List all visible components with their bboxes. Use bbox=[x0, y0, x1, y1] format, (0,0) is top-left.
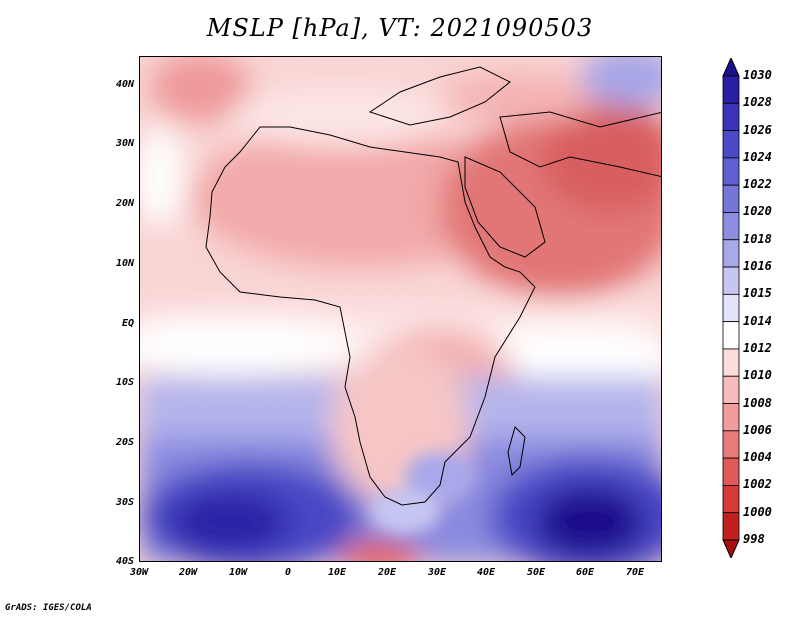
colorbar-tick-label: 998 bbox=[743, 532, 765, 546]
lon-label: 60E bbox=[575, 567, 595, 578]
colorbar-tick-label: 1015 bbox=[743, 286, 772, 301]
colorbar-tick-label: 1030 bbox=[743, 68, 772, 82]
lon-label: 20E bbox=[377, 567, 397, 578]
colorbar-tick-label: 1000 bbox=[743, 504, 772, 519]
lon-label: 50E bbox=[526, 567, 546, 578]
lat-label: 20N bbox=[115, 198, 134, 209]
colorbar-bin bbox=[722, 348, 740, 377]
colorbar-tick-label: 1016 bbox=[743, 259, 772, 274]
colorbar-bin bbox=[722, 75, 740, 104]
colorbar-bin bbox=[722, 375, 740, 404]
lat-label: 30S bbox=[115, 497, 134, 508]
lon-label: 70E bbox=[625, 567, 645, 578]
lat-label: 20S bbox=[115, 437, 134, 448]
colorbar-bin bbox=[722, 212, 740, 241]
colorbar-tick-label: 1002 bbox=[743, 477, 772, 492]
lat-label: 40S bbox=[115, 556, 134, 567]
lat-label: 30N bbox=[115, 138, 134, 149]
colorbar-tick-label: 1004 bbox=[743, 450, 772, 465]
colorbar-arrow-bottom bbox=[722, 539, 740, 558]
coastlines bbox=[205, 66, 661, 506]
colorbar-tick-label: 1026 bbox=[743, 122, 772, 137]
lon-label: 30E bbox=[427, 567, 447, 578]
lat-label: 40N bbox=[115, 79, 134, 90]
lon-label: 40E bbox=[476, 567, 496, 578]
lat-label: 10S bbox=[115, 377, 134, 388]
colorbar-bin bbox=[722, 130, 740, 159]
colorbar-tick-label: 1012 bbox=[743, 340, 772, 355]
colorbar-tick-label: 1020 bbox=[743, 204, 772, 219]
lon-label: 30W bbox=[129, 567, 149, 578]
lon-label: 10E bbox=[327, 567, 347, 578]
colorbar-tick-label: 1010 bbox=[743, 368, 772, 383]
colorbar-tick-label: 1008 bbox=[743, 395, 772, 410]
colorbar-tick-label: 1006 bbox=[743, 422, 772, 437]
colorbar-bin bbox=[722, 430, 740, 459]
colorbar-bin bbox=[722, 102, 740, 131]
colorbar-bin bbox=[722, 457, 740, 486]
colorbar-bin bbox=[722, 157, 740, 186]
colorbar-bin bbox=[722, 293, 740, 323]
colorbar-tick-label: 1028 bbox=[743, 95, 772, 110]
mslp-field bbox=[140, 57, 661, 561]
colorbar-tick-label: 1018 bbox=[743, 231, 772, 246]
lon-label: 10W bbox=[228, 567, 248, 578]
lat-label: EQ bbox=[121, 318, 134, 329]
colorbar-bin bbox=[722, 403, 740, 432]
colorbar-bin bbox=[722, 266, 740, 295]
colorbar bbox=[722, 58, 740, 558]
lat-label: 10N bbox=[115, 258, 134, 269]
map-panel bbox=[139, 56, 662, 562]
colorbar-bin bbox=[722, 184, 740, 213]
colorbar-tick-label: 1014 bbox=[743, 313, 772, 328]
colorbar-tick-label: 1022 bbox=[743, 177, 772, 192]
footer-credit: GrADS: IGES/COLA bbox=[5, 603, 92, 613]
colorbar-bin bbox=[722, 239, 740, 268]
colorbar-tick-label: 1024 bbox=[743, 149, 772, 164]
map-title: MSLP [hPa], VT: 2021090503 bbox=[206, 14, 594, 42]
lon-label: 20W bbox=[178, 567, 198, 578]
colorbar-bin bbox=[722, 485, 740, 514]
colorbar-bin bbox=[722, 321, 740, 350]
colorbar-arrow-top bbox=[722, 58, 740, 77]
colorbar-bin bbox=[722, 512, 740, 541]
lon-label: 0 bbox=[284, 567, 292, 578]
